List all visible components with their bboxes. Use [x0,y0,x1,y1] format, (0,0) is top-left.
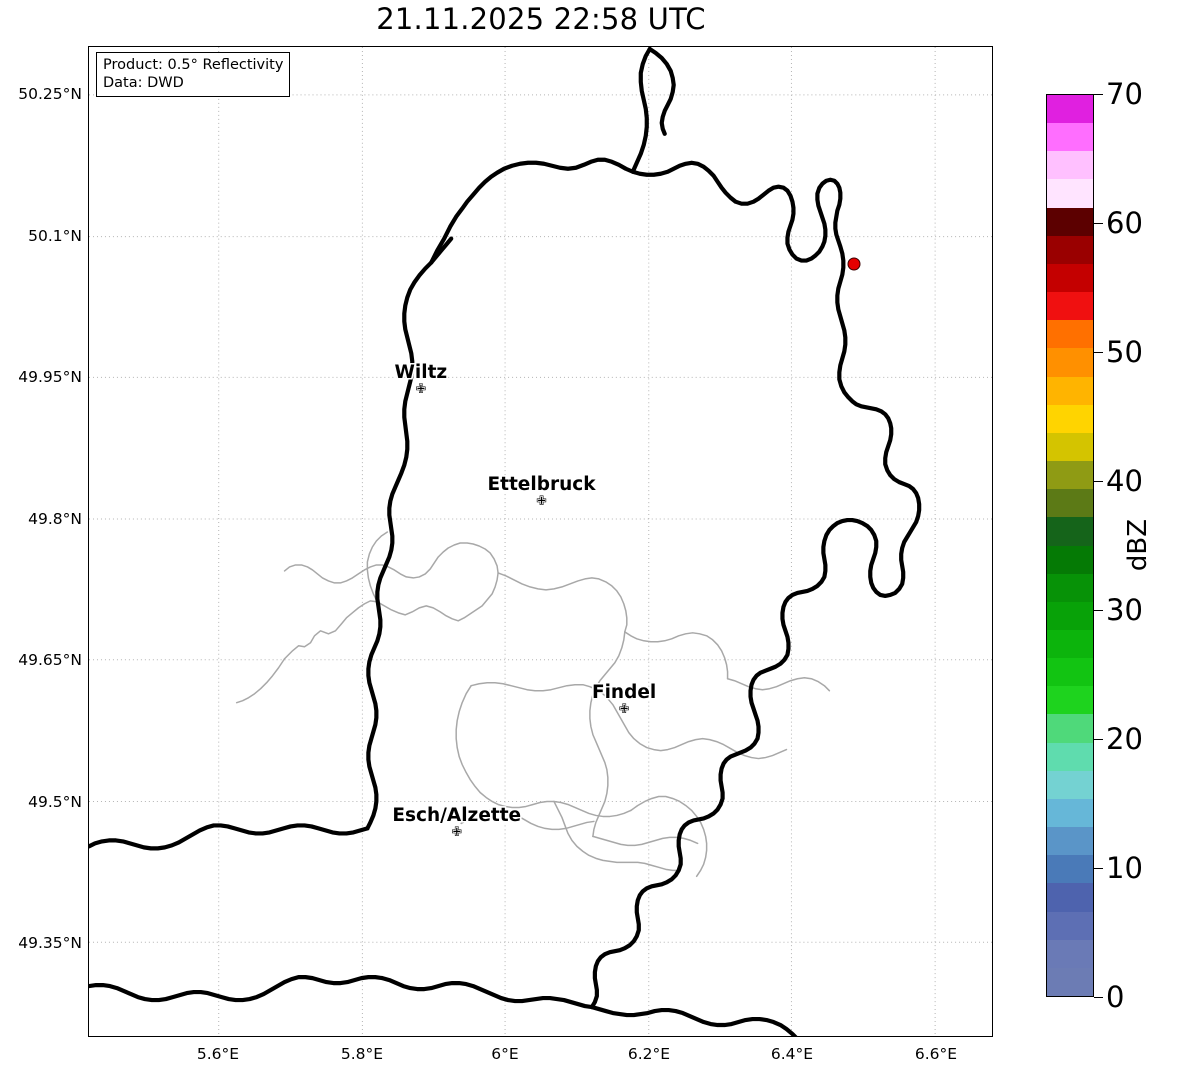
colorbar-band [1047,601,1093,630]
colorbar-tick-label-60: 60 [1106,206,1143,240]
colorbar-tick-label-20: 20 [1106,722,1143,756]
colorbar-band [1047,461,1093,490]
colorbar-axis-label: dBZ [1123,518,1153,572]
colorbar-band [1047,629,1093,659]
colorbar-band [1047,320,1093,349]
colorbar-tick-label-10: 10 [1106,851,1143,885]
colorbar-tick-20 [1094,739,1103,740]
colorbar-band [1047,432,1093,462]
colorbar-band [1047,348,1093,377]
map-gridlines [89,47,992,1036]
colorbar-tick-60 [1094,223,1103,224]
colorbar-band [1047,207,1093,236]
colorbar-band [1047,545,1093,574]
xtick-label-0: 5.6°E [196,1045,240,1063]
colorbar-band [1047,911,1093,940]
ytick-label-1: 50.1°N [28,227,82,245]
colorbar-band [1047,151,1093,180]
admin-borders [235,531,831,878]
radar-echo-point [847,257,861,271]
colorbar-tick-10 [1094,868,1103,869]
ytick-label-3: 49.8°N [28,510,82,528]
colorbar-tick-label-70: 70 [1106,77,1143,111]
ytick-label-5: 49.5°N [28,793,82,811]
colorbar-band [1047,95,1093,124]
colorbar-band [1047,573,1093,602]
neighbor-borders [630,47,676,174]
colorbar-band [1047,263,1093,293]
colorbar-band [1047,714,1093,743]
colorbar-tick-30 [1094,610,1103,611]
colorbar-tick-label-0: 0 [1106,980,1125,1014]
xtick-label-5: 6.6°E [914,1045,958,1063]
colorbar-tick-0 [1094,997,1103,998]
colorbar-tick-label-40: 40 [1106,464,1143,498]
xtick-label-1: 5.8°E [340,1045,384,1063]
colorbar-band [1047,939,1093,968]
colorbar-band [1047,235,1093,264]
colorbar-band [1047,517,1093,546]
colorbar-band [1047,658,1093,687]
colorbar-band [1047,855,1093,884]
colorbar-band [1047,376,1093,405]
xtick-label-2: 6°E [491,1045,519,1063]
xtick-label-3: 6.2°E [627,1045,671,1063]
colorbar-band [1047,827,1093,856]
colorbar-band [1047,770,1093,799]
colorbar-tick-50 [1094,352,1103,353]
colorbar-tick-70 [1094,94,1103,95]
colorbar-band [1047,967,1093,996]
ytick-label-0: 50.25°N [18,85,82,103]
ytick-label-4: 49.65°N [18,651,82,669]
colorbar[interactable] [1046,94,1094,997]
colorbar-band [1047,489,1093,518]
ytick-label-2: 49.95°N [18,368,82,386]
page-title: 21.11.2025 22:58 UTC [376,2,706,36]
info-product-line: Product: 0.5° Reflectivity [103,57,284,73]
colorbar-band [1047,686,1093,715]
colorbar-band [1047,292,1093,321]
map-geometry [89,47,992,1036]
colorbar-tick-40 [1094,481,1103,482]
colorbar-band [1047,123,1093,152]
colorbar-band [1047,883,1093,912]
colorbar-tick-label-30: 30 [1106,593,1143,627]
ytick-label-6: 49.35°N [18,934,82,952]
xtick-label-4: 6.4°E [770,1045,814,1063]
colorbar-band [1047,404,1093,433]
product-info-box: Product: 0.5° Reflectivity Data: DWD [96,52,291,98]
map-plot-area[interactable]: Wiltz ✙ Ettelbruck ✙ Findel ✙ Esch/Alzet… [88,46,993,1037]
colorbar-band [1047,742,1093,771]
colorbar-band [1047,798,1093,828]
country-border-luxembourg [89,157,922,1036]
colorbar-tick-label-50: 50 [1106,335,1143,369]
colorbar-band [1047,179,1093,208]
info-data-line: Data: DWD [103,75,184,92]
